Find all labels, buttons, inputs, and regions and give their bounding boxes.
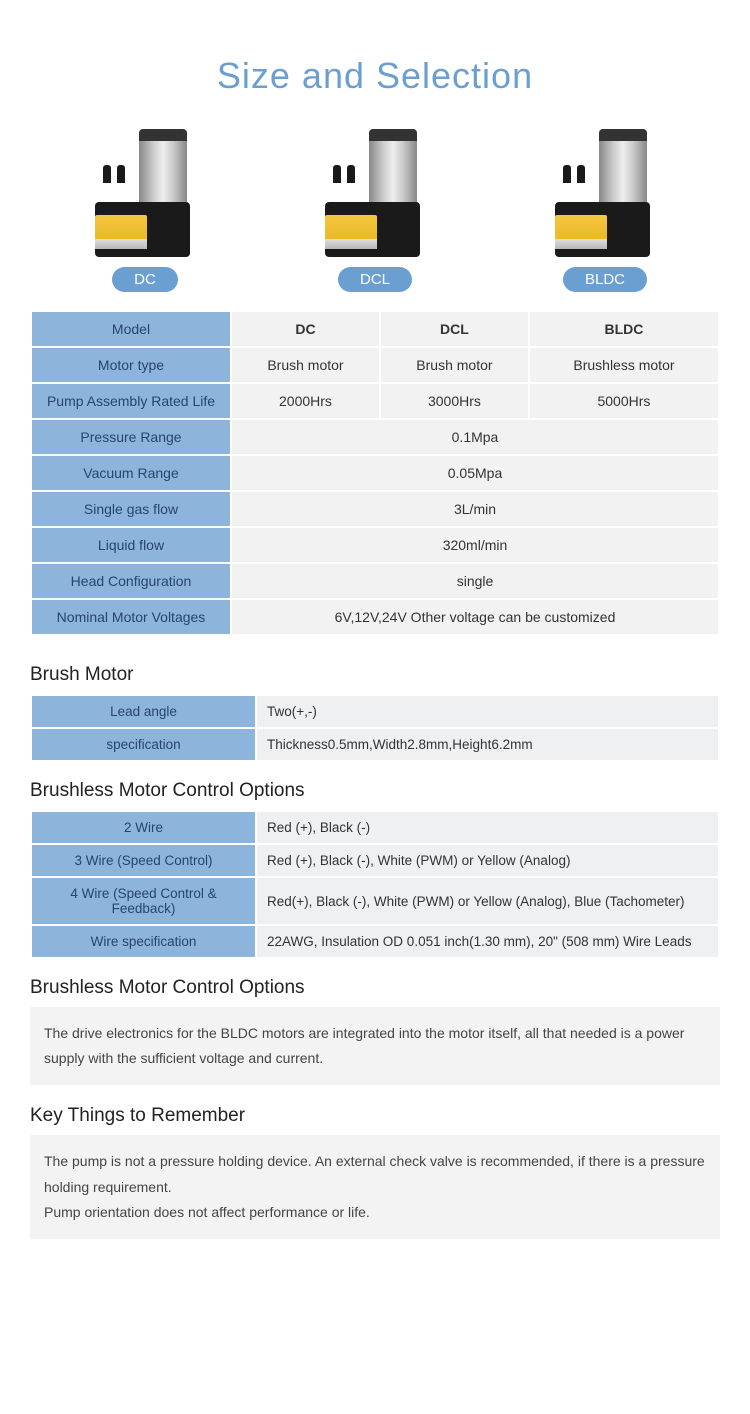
spec-cell: 320ml/min (231, 527, 719, 563)
brush-motor-table: Lead angleTwo(+,-)specificationThickness… (30, 694, 720, 762)
product-image-dc (85, 127, 205, 257)
key-things-title: Key Things to Remember (30, 1105, 720, 1127)
spec-cell: 0.05Mpa (231, 455, 719, 491)
sub-value: Two(+,-) (256, 695, 719, 728)
spec-cell: Brushless motor (529, 347, 719, 383)
spec-cell: Brush motor (380, 347, 529, 383)
spec-row-label: Nominal Motor Voltages (31, 599, 231, 635)
sub-value: Red(+), Black (-), White (PWM) or Yellow… (256, 877, 719, 925)
spec-row-label: Pump Assembly Rated Life (31, 383, 231, 419)
page-title: Size and Selection (30, 55, 720, 97)
spec-col-header: DCL (380, 311, 529, 347)
sub-label: Lead angle (31, 695, 256, 728)
spec-row-label: Liquid flow (31, 527, 231, 563)
spec-cell: 2000Hrs (231, 383, 380, 419)
badge-dcl: DCL (338, 267, 412, 292)
key-line2: Pump orientation does not affect perform… (44, 1200, 706, 1225)
sub-label: 3 Wire (Speed Control) (31, 844, 256, 877)
spec-cell: single (231, 563, 719, 599)
spec-row-label: Head Configuration (31, 563, 231, 599)
sub-value: Red (+), Black (-) (256, 811, 719, 844)
spec-row-label: Pressure Range (31, 419, 231, 455)
sub-label: 2 Wire (31, 811, 256, 844)
product-image-bldc (545, 127, 665, 257)
key-things-box: The pump is not a pressure holding devic… (30, 1135, 720, 1239)
bldc-options-title: Brushless Motor Control Options (30, 780, 720, 802)
spec-cell: 6V,12V,24V Other voltage can be customiz… (231, 599, 719, 635)
sub-value: 22AWG, Insulation OD 0.051 inch(1.30 mm)… (256, 925, 719, 958)
badge-bldc: BLDC (563, 267, 647, 292)
page: Size and Selection DC DCL BLDC (0, 0, 750, 1299)
key-line1: The pump is not a pressure holding devic… (44, 1149, 706, 1199)
product-dcl: DCL (315, 127, 435, 292)
spec-col-header: DC (231, 311, 380, 347)
spec-row-label: Vacuum Range (31, 455, 231, 491)
spec-row-label: Single gas flow (31, 491, 231, 527)
sub-label: 4 Wire (Speed Control & Feedback) (31, 877, 256, 925)
product-row: DC DCL BLDC (30, 127, 720, 292)
spec-cell: 3000Hrs (380, 383, 529, 419)
spec-cell: Brush motor (231, 347, 380, 383)
bldc-note-box: The drive electronics for the BLDC motor… (30, 1007, 720, 1085)
bldc-note-title: Brushless Motor Control Options (30, 977, 720, 999)
spec-cell: 3L/min (231, 491, 719, 527)
product-dc: DC (85, 127, 205, 292)
spec-row-label: Motor type (31, 347, 231, 383)
badge-dc: DC (112, 267, 178, 292)
sub-value: Thickness0.5mm,Width2.8mm,Height6.2mm (256, 728, 719, 761)
sub-label: Wire specification (31, 925, 256, 958)
spec-header-label: Model (31, 311, 231, 347)
product-bldc: BLDC (545, 127, 665, 292)
brush-motor-title: Brush Motor (30, 664, 720, 686)
sub-value: Red (+), Black (-), White (PWM) or Yello… (256, 844, 719, 877)
spec-cell: 0.1Mpa (231, 419, 719, 455)
sub-label: specification (31, 728, 256, 761)
bldc-options-table: 2 WireRed (+), Black (-)3 Wire (Speed Co… (30, 810, 720, 959)
spec-col-header: BLDC (529, 311, 719, 347)
product-image-dcl (315, 127, 435, 257)
spec-cell: 5000Hrs (529, 383, 719, 419)
spec-table: ModelDCDCLBLDCMotor typeBrush motorBrush… (30, 310, 720, 636)
